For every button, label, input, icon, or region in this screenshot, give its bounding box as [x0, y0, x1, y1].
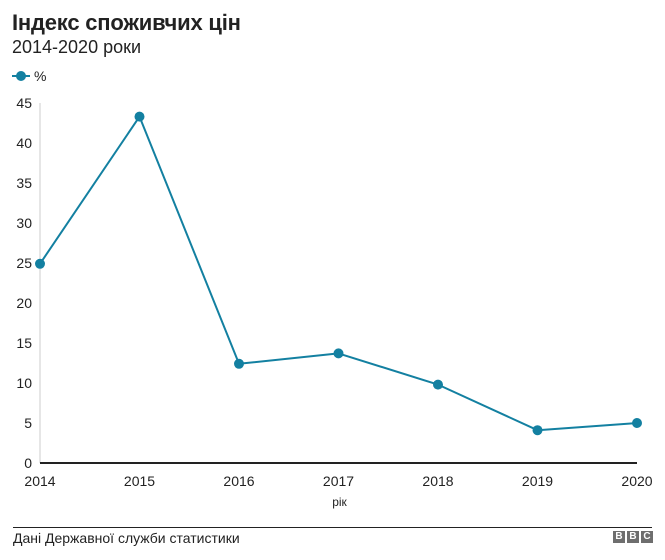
x-tick-label: 2020	[621, 473, 652, 489]
x-tick-label: 2016	[223, 473, 254, 489]
legend: %	[12, 67, 46, 85]
legend-label: %	[34, 68, 47, 84]
footer-divider	[13, 527, 652, 528]
x-tick-label: 2014	[24, 473, 55, 489]
source-note: Дані Державної служби статистики	[13, 530, 240, 546]
data-point	[234, 358, 244, 369]
data-point	[333, 348, 344, 359]
y-tick-label: 40	[16, 135, 32, 151]
line-chart: 0 5 10 15 20 25 30 35 40 45 2014 2015 2016 2017 2018 20…	[16, 95, 652, 509]
x-tick-label: 2015	[124, 473, 155, 489]
bbc-logo-block: B	[627, 531, 639, 543]
line-dot-icon	[12, 71, 30, 81]
x-axis-title: рік	[332, 495, 347, 509]
bbc-logo-block: C	[641, 531, 653, 543]
x-tick-label: 2018	[422, 473, 453, 489]
series-line	[39, 115, 638, 432]
x-tick-label: 2017	[323, 473, 354, 489]
y-tick-label: 20	[16, 295, 32, 311]
chart-title: Індекс споживчих цін	[12, 10, 241, 35]
x-tick-label: 2019	[522, 473, 553, 489]
data-point	[632, 418, 642, 428]
y-tick-label: 25	[16, 255, 32, 271]
data-point	[134, 111, 145, 122]
bbc-logo: B B C	[613, 531, 653, 543]
bbc-logo-block: B	[613, 531, 625, 543]
y-tick-label: 35	[16, 175, 32, 191]
y-tick-label: 15	[16, 335, 32, 351]
y-tick-label: 10	[16, 375, 32, 391]
y-tick-label: 30	[16, 215, 32, 231]
y-tick-label: 5	[24, 415, 32, 431]
data-point	[433, 379, 443, 390]
data-point	[35, 258, 45, 269]
y-tick-label: 0	[24, 455, 32, 471]
data-point	[532, 425, 543, 436]
chart-subtitle: 2014-2020 роки	[12, 37, 142, 57]
y-tick-label: 45	[16, 95, 32, 111]
